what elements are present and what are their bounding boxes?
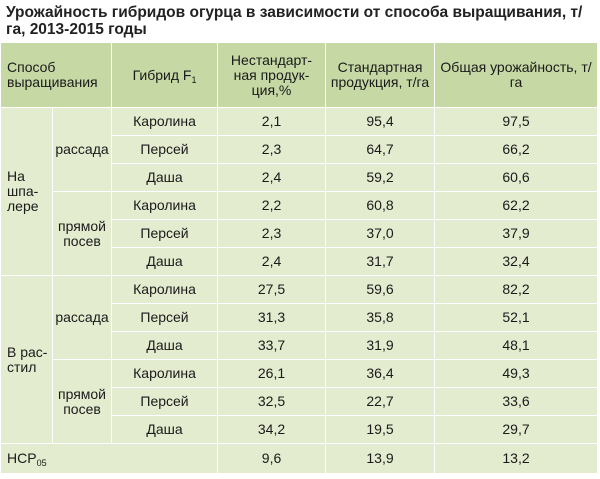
- cell-total: 82,2: [434, 275, 599, 304]
- cell-nonstandard: 33,7: [217, 331, 327, 360]
- cell-total: 66,2: [434, 135, 599, 164]
- table-row: Даша 33,7 31,9 48,1: [1, 331, 599, 360]
- cell-standard: 59,2: [325, 163, 436, 192]
- cell-hybrid: Каролина: [111, 275, 219, 304]
- subgroup-label: рассада: [51, 107, 113, 192]
- header-standard: Стандартная продукция, т/га: [325, 42, 436, 108]
- header-hybrid-text: Гибрид F: [132, 66, 192, 83]
- cell-nonstandard: 26,1: [217, 359, 327, 388]
- cell-standard: 31,9: [325, 331, 436, 360]
- cell-standard: 22,7: [325, 387, 436, 416]
- cell-total: 37,9: [434, 219, 599, 248]
- yield-table: Способ выращивания Гибрид F1 Нестандарт-…: [0, 42, 599, 474]
- cell-nonstandard: 27,5: [217, 275, 327, 304]
- cell-nonstandard: 34,2: [217, 415, 327, 444]
- table-row: Даша 2,4 59,2 60,6: [1, 163, 599, 192]
- cell-nonstandard: 2,3: [217, 219, 327, 248]
- cell-hybrid: Даша: [111, 163, 219, 192]
- cell-total: 32,4: [434, 247, 599, 276]
- group-label: В рас-стил: [0, 275, 53, 444]
- table-row: Даша 34,2 19,5 29,7: [1, 415, 599, 444]
- table-row: В рас-стил рассада Каролина 27,5 59,6 82,2: [0, 275, 599, 444]
- hcp-nonstandard: 9,6: [217, 443, 327, 474]
- cell-total: 49,3: [434, 359, 599, 388]
- cell-total: 97,5: [434, 107, 599, 136]
- cell-nonstandard: 2,4: [217, 163, 327, 192]
- cell-total: 48,1: [434, 331, 599, 360]
- cell-total: 29,7: [434, 415, 599, 444]
- table-title: Урожайность гибридов огурца в зависимост…: [6, 4, 583, 38]
- cell-total: 62,2: [434, 191, 599, 220]
- table-row: Персей 2,3 64,7 66,2: [1, 135, 599, 164]
- table-row: прямой посев Каролина 26,1 36,4 49,3: [1, 359, 599, 444]
- cell-standard: 95,4: [325, 107, 436, 136]
- subgroup-label: прямой посев: [51, 359, 113, 444]
- table-row: прямой посев Каролина 2,2 60,8 62,2: [1, 191, 599, 276]
- cell-standard: 59,6: [325, 275, 436, 304]
- header-hybrid: Гибрид F1: [111, 42, 219, 108]
- table-row: Персей 32,5 22,7 33,6: [1, 387, 599, 416]
- cell-standard: 35,8: [325, 303, 436, 332]
- table-row: Даша 2,4 31,7 32,4: [1, 247, 599, 276]
- cell-nonstandard: 2,1: [217, 107, 327, 136]
- cell-hybrid: Персей: [111, 303, 219, 332]
- hcp-row: НСР05 9,6 13,9 13,2: [0, 443, 599, 474]
- hcp-label-subscript: 05: [36, 458, 47, 468]
- cell-nonstandard: 32,5: [217, 387, 327, 416]
- header-row: Способ выращивания Гибрид F1 Нестандарт-…: [0, 42, 599, 108]
- cell-hybrid: Даша: [111, 247, 219, 276]
- cell-nonstandard: 2,4: [217, 247, 327, 276]
- hcp-standard: 13,9: [325, 443, 436, 474]
- cell-nonstandard: 31,3: [217, 303, 327, 332]
- cell-standard: 19,5: [325, 415, 436, 444]
- cell-hybrid: Каролина: [111, 359, 219, 388]
- cell-hybrid: Каролина: [111, 191, 219, 220]
- cell-hybrid: Персей: [111, 387, 219, 416]
- cell-hybrid: Персей: [111, 135, 219, 164]
- cell-total: 33,6: [434, 387, 599, 416]
- header-nonstandard: Нестандарт-ная продук-ция,%: [217, 42, 327, 108]
- header-total: Общая урожайность, т/га: [434, 42, 599, 108]
- hcp-label-text: НСР: [7, 450, 37, 466]
- cell-hybrid: Даша: [111, 415, 219, 444]
- cell-standard: 64,7: [325, 135, 436, 164]
- cell-hybrid: Каролина: [111, 107, 219, 136]
- cell-standard: 36,4: [325, 359, 436, 388]
- cell-standard: 60,8: [325, 191, 436, 220]
- header-hybrid-subscript: 1: [191, 74, 197, 85]
- table-row: На шпа-лере рассада Каролина 2,1 95,4 97,5: [0, 107, 599, 276]
- cell-hybrid: Даша: [111, 331, 219, 360]
- cell-hybrid: Персей: [111, 219, 219, 248]
- cell-nonstandard: 2,2: [217, 191, 327, 220]
- cell-total: 60,6: [434, 163, 599, 192]
- cell-standard: 31,7: [325, 247, 436, 276]
- cell-total: 52,1: [434, 303, 599, 332]
- hcp-label: НСР05: [0, 443, 219, 474]
- subgroup-label: прямой посев: [51, 191, 113, 276]
- cell-standard: 37,0: [325, 219, 436, 248]
- group-label: На шпа-лере: [0, 107, 53, 276]
- hcp-total: 13,2: [434, 443, 599, 474]
- subgroup-label: рассада: [51, 275, 113, 360]
- header-method: Способ выращивания: [0, 42, 113, 108]
- cell-nonstandard: 2,3: [217, 135, 327, 164]
- table-body: На шпа-лере рассада Каролина 2,1 95,4 97,5 Пер…: [0, 107, 599, 474]
- table-row: Персей 2,3 37,0 37,9: [1, 219, 599, 248]
